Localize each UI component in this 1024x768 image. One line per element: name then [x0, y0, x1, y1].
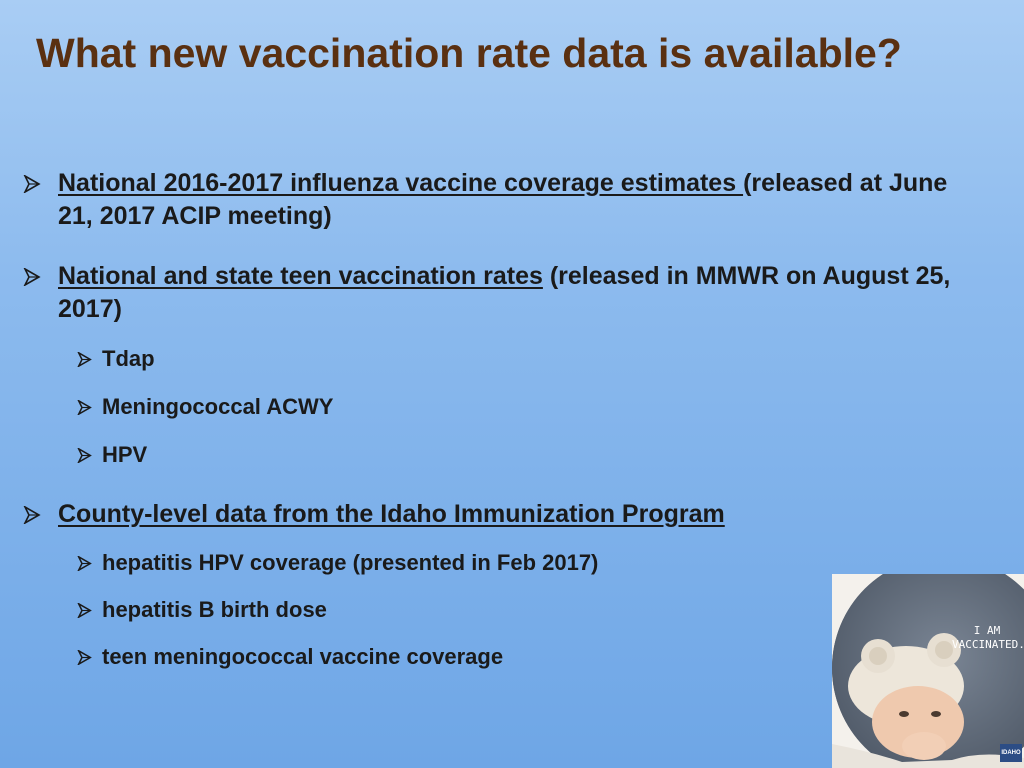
sub-bullet-hepatitis-hpv: hepatitis HPV coverage (presented in Feb… [76, 549, 816, 577]
influenza-estimates-note: (released at June 21, 2017 ACIP meeting) [58, 169, 948, 230]
sub-bullet-hpv: HPV [76, 441, 816, 469]
photo-caption-line1: I AM [973, 624, 1001, 637]
arrow-bullet-icon [22, 498, 58, 531]
sub-bullet-meningococcal: Meningococcal ACWY [76, 393, 816, 421]
sub-bullet-tdap: Tdap [76, 345, 816, 373]
arrow-bullet-icon [76, 441, 102, 469]
baby-illustration [832, 574, 1024, 768]
sub-bullet-text: hepatitis HPV coverage (presented in Feb… [102, 550, 599, 575]
teen-rates-link[interactable]: National and state teen vaccination rate… [58, 262, 543, 290]
photo-caption-line2: VACCINATED. [952, 638, 1024, 651]
teen-rates-note: (released in MMWR on August 25, 2017) [58, 262, 951, 323]
idaho-badge: IDAHO [1000, 744, 1022, 762]
bullet-teen-rates: National and state teen vaccination rate… [22, 260, 962, 326]
slide-title: What new vaccination rate data is availa… [36, 30, 902, 76]
influenza-estimates-link[interactable]: National 2016-2017 influenza vaccine cov… [58, 169, 744, 197]
vaccinated-baby-photo: I AM VACCINATED. IDAHO [832, 574, 1024, 768]
arrow-bullet-icon [76, 549, 102, 577]
sub-bullet-text: Tdap [102, 346, 155, 371]
bullet-influenza-estimates: National 2016-2017 influenza vaccine cov… [22, 167, 962, 233]
arrow-bullet-icon [22, 260, 58, 293]
sub-bullet-hepb-birth: hepatitis B birth dose [76, 596, 816, 624]
sub-bullet-text: HPV [102, 442, 148, 467]
sub-bullet-teen-meningococcal: teen meningococcal vaccine coverage [76, 643, 816, 671]
arrow-bullet-icon [22, 167, 58, 200]
sub-bullet-text: hepatitis B birth dose [102, 597, 327, 622]
sub-bullet-text: Meningococcal ACWY [102, 394, 334, 419]
arrow-bullet-icon [76, 643, 102, 671]
bullet-county-data: County-level data from the Idaho Immuniz… [22, 498, 962, 531]
arrow-bullet-icon [76, 393, 102, 421]
arrow-bullet-icon [76, 345, 102, 373]
arrow-bullet-icon [76, 596, 102, 624]
sub-bullet-text: teen meningococcal vaccine coverage [102, 644, 504, 669]
county-data-link[interactable]: County-level data from the Idaho Immuniz… [58, 500, 725, 528]
